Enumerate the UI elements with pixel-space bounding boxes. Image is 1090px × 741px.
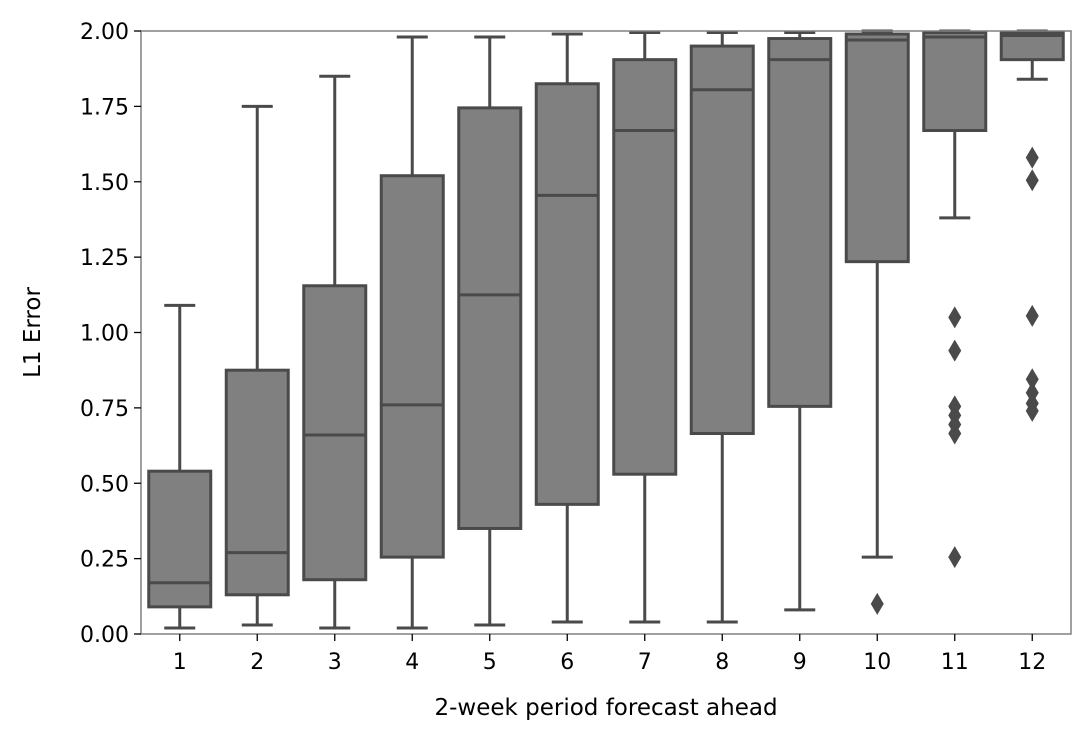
box-iqr: [767, 37, 833, 408]
box-iqr: [457, 106, 523, 530]
box-group-6: [534, 32, 600, 624]
y-tick-label: 0.00: [80, 623, 129, 648]
box-iqr: [379, 174, 445, 559]
outlier-point: [1025, 169, 1039, 192]
boxes-layer: [147, 29, 1065, 630]
x-tick-label: 9: [793, 650, 807, 675]
outlier-point: [1025, 146, 1039, 169]
outlier-point: [948, 422, 962, 445]
box-iqr: [534, 82, 600, 506]
outlier-point: [948, 546, 962, 569]
x-tick-label: 7: [638, 650, 652, 675]
box-iqr: [999, 31, 1065, 62]
y-tick-label: 0.50: [80, 472, 129, 497]
outlier-point: [1025, 368, 1039, 391]
box-group-8: [689, 31, 755, 624]
y-tick-label: 1.50: [80, 171, 129, 196]
box-iqr: [224, 368, 290, 597]
box-group-10: [844, 29, 910, 615]
box-iqr: [147, 469, 213, 609]
box-group-5: [457, 35, 523, 627]
y-tick-label: 2.00: [80, 20, 129, 45]
box-iqr: [612, 58, 678, 476]
y-tick-label: 1.00: [80, 322, 129, 347]
y-tick-label: 1.25: [80, 246, 129, 271]
outlier-point: [948, 306, 962, 329]
y-axis-label: L1 Error: [20, 287, 46, 378]
x-tick-label: 4: [405, 650, 419, 675]
box-iqr: [844, 32, 910, 264]
box-group-12: [999, 29, 1065, 422]
box-iqr: [689, 44, 755, 436]
y-tick-label: 1.75: [80, 95, 129, 120]
x-tick-label: 1: [173, 650, 187, 675]
x-tick-label: 2: [250, 650, 264, 675]
x-tick-label: 8: [715, 650, 729, 675]
box-group-7: [612, 31, 678, 624]
x-tick-label: 6: [560, 650, 574, 675]
y-tick-label: 0.25: [80, 548, 129, 573]
outlier-point: [1025, 304, 1039, 327]
x-axis-label: 2-week period forecast ahead: [434, 695, 777, 721]
box-group-9: [767, 31, 833, 612]
y-tick-label: 0.75: [80, 397, 129, 422]
x-tick-label: 10: [863, 650, 891, 675]
outlier-point: [1025, 399, 1039, 422]
x-tick-label: 3: [328, 650, 342, 675]
box-group-11: [922, 29, 988, 569]
box-group-1: [147, 303, 213, 630]
outlier-point: [948, 339, 962, 362]
box-iqr: [302, 284, 368, 582]
x-tick-label: 12: [1018, 650, 1046, 675]
box-group-3: [302, 74, 368, 630]
box-group-4: [379, 35, 445, 630]
x-tick-label: 11: [941, 650, 969, 675]
ticks-layer: 0.000.250.500.751.001.251.501.752.001 2 3 4…: [80, 20, 1046, 675]
box-iqr: [922, 31, 988, 132]
outlier-point: [870, 592, 884, 615]
box-group-2: [224, 104, 290, 627]
x-tick-label: 5: [483, 650, 497, 675]
